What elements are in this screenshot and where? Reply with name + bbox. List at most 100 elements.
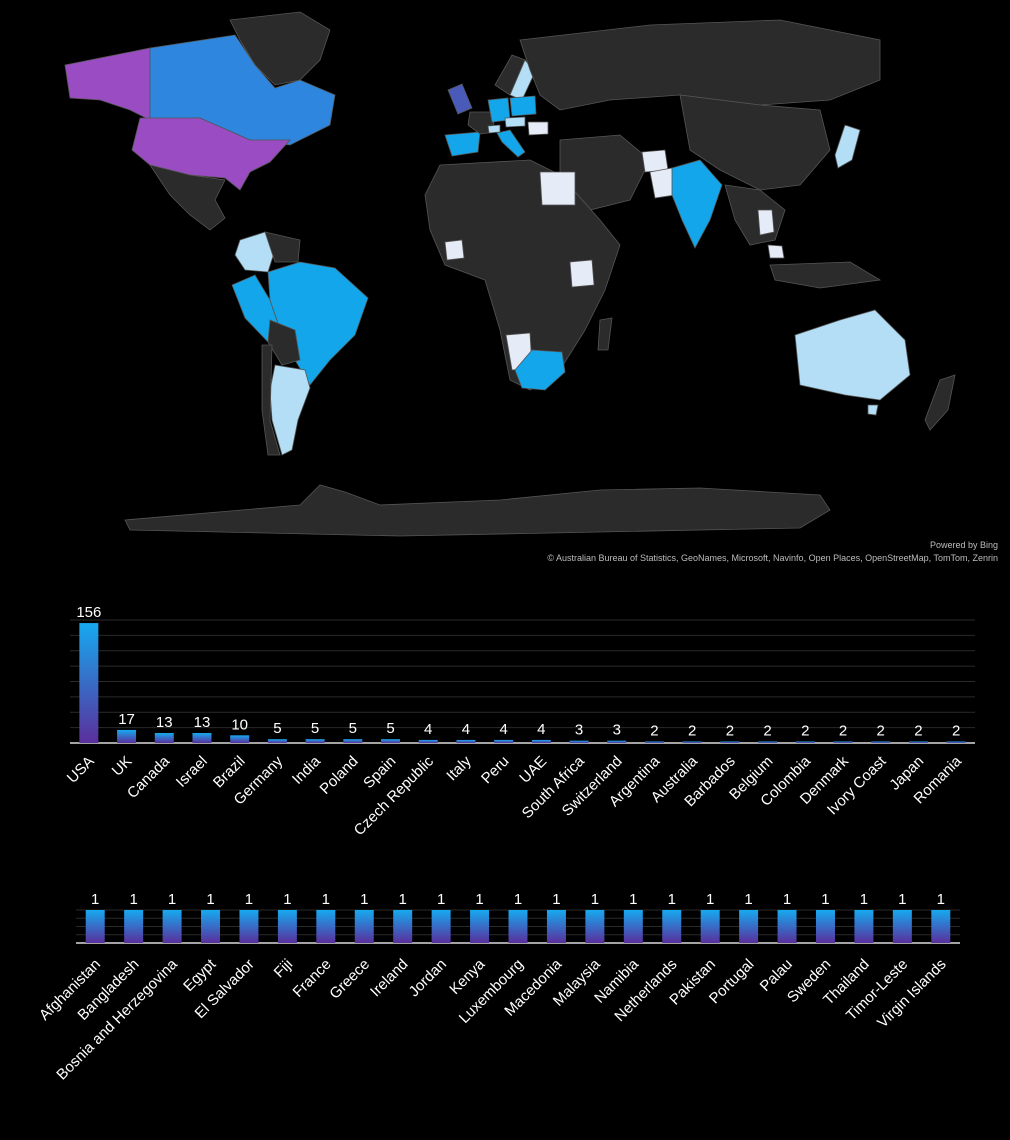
bar[interactable] xyxy=(354,910,374,943)
data-label: 1 xyxy=(360,891,368,908)
x-tick-label: Fiji xyxy=(271,956,297,982)
bar[interactable] xyxy=(758,741,778,743)
data-label: 5 xyxy=(273,720,281,737)
region-egypt[interactable] xyxy=(539,171,576,206)
bar[interactable] xyxy=(508,910,528,943)
region-south-africa[interactable] xyxy=(514,349,566,391)
map-attribution-powered: Powered by Bing xyxy=(929,540,998,550)
bar[interactable] xyxy=(569,740,589,743)
region-uk[interactable] xyxy=(447,83,473,115)
bar[interactable] xyxy=(85,910,105,943)
bar[interactable] xyxy=(494,739,514,743)
bar[interactable] xyxy=(644,741,664,743)
bar[interactable] xyxy=(277,910,297,943)
bar[interactable] xyxy=(700,910,720,943)
bar[interactable] xyxy=(892,910,912,943)
region-mexico[interactable] xyxy=(149,164,226,231)
bar[interactable] xyxy=(162,910,182,943)
bar[interactable] xyxy=(230,735,250,743)
world-map[interactable]: Powered by Bing © Australian Bureau of S… xyxy=(0,0,1010,570)
region-russia[interactable] xyxy=(519,19,881,111)
bar[interactable] xyxy=(201,910,221,943)
bar[interactable] xyxy=(154,733,174,743)
region-kenya[interactable] xyxy=(569,259,595,288)
data-label: 2 xyxy=(877,722,885,739)
data-label: 1 xyxy=(860,891,868,908)
bar[interactable] xyxy=(662,910,682,943)
bar[interactable] xyxy=(418,739,438,743)
bar[interactable] xyxy=(381,739,401,743)
bar[interactable] xyxy=(431,910,451,943)
region-czech[interactable] xyxy=(504,116,526,128)
bar-chart-top-svg: 156USA17UK13Canada13Israel10Brazil5Germa… xyxy=(64,604,975,839)
bar[interactable] xyxy=(470,910,490,943)
bar[interactable] xyxy=(585,910,605,943)
region-indonesia[interactable] xyxy=(769,261,882,289)
x-tick-label: UAE xyxy=(516,753,550,787)
data-label: 5 xyxy=(386,720,394,737)
region-venezuela[interactable] xyxy=(264,231,301,263)
data-label: 4 xyxy=(537,721,545,738)
bar[interactable] xyxy=(833,741,853,743)
bar[interactable] xyxy=(79,623,99,743)
bar[interactable] xyxy=(239,910,259,943)
bar[interactable] xyxy=(546,910,566,943)
bar[interactable] xyxy=(456,739,476,743)
region-afghanistan[interactable] xyxy=(641,149,669,173)
data-label: 1 xyxy=(783,891,791,908)
bar[interactable] xyxy=(623,910,643,943)
data-label: 1 xyxy=(706,891,714,908)
data-label: 1 xyxy=(898,891,906,908)
region-pakistan[interactable] xyxy=(649,167,676,199)
bar[interactable] xyxy=(871,741,891,743)
region-romania[interactable] xyxy=(527,121,549,136)
bar[interactable] xyxy=(607,740,627,743)
bar[interactable] xyxy=(795,741,815,743)
region-ivory-coast[interactable] xyxy=(444,239,465,261)
bar[interactable] xyxy=(908,741,928,743)
region-usa[interactable] xyxy=(131,117,291,191)
bar[interactable] xyxy=(682,741,702,743)
region-australia[interactable] xyxy=(794,309,911,401)
region-madagascar[interactable] xyxy=(597,317,613,351)
data-label: 4 xyxy=(462,721,470,738)
region-bolivia[interactable] xyxy=(267,319,301,366)
bar[interactable] xyxy=(117,729,137,743)
region-chile[interactable] xyxy=(261,344,281,456)
data-label: 3 xyxy=(575,722,583,739)
region-new-zealand[interactable] xyxy=(924,374,956,431)
bar[interactable] xyxy=(815,910,835,943)
bar[interactable] xyxy=(192,733,212,743)
bar[interactable] xyxy=(267,739,287,743)
region-china[interactable] xyxy=(679,94,831,191)
bar[interactable] xyxy=(124,910,144,943)
region-tasmania[interactable] xyxy=(867,404,879,416)
data-label: 2 xyxy=(726,722,734,739)
region-poland[interactable] xyxy=(509,95,537,117)
bar[interactable] xyxy=(777,910,797,943)
bar[interactable] xyxy=(316,910,336,943)
data-label: 1 xyxy=(129,891,137,908)
region-italy[interactable] xyxy=(496,129,526,158)
region-india[interactable] xyxy=(671,159,723,249)
bar[interactable] xyxy=(931,910,951,943)
region-antarctica[interactable] xyxy=(124,484,831,537)
region-malaysia[interactable] xyxy=(767,244,785,259)
bar[interactable] xyxy=(393,910,413,943)
bar[interactable] xyxy=(854,910,874,943)
region-spain[interactable] xyxy=(444,131,481,157)
data-label: 2 xyxy=(952,722,960,739)
bar[interactable] xyxy=(343,739,363,743)
bar[interactable] xyxy=(946,741,966,743)
bar[interactable] xyxy=(305,739,325,743)
region-switzerland[interactable] xyxy=(487,124,501,134)
world-map-canvas[interactable] xyxy=(0,0,1010,570)
bar[interactable] xyxy=(531,739,551,743)
data-label: 3 xyxy=(613,722,621,739)
region-japan[interactable] xyxy=(834,124,861,169)
data-label: 5 xyxy=(311,720,319,737)
bar[interactable] xyxy=(739,910,759,943)
region-thailand[interactable] xyxy=(757,209,775,236)
data-label: 1 xyxy=(245,891,253,908)
bar[interactable] xyxy=(720,741,740,743)
